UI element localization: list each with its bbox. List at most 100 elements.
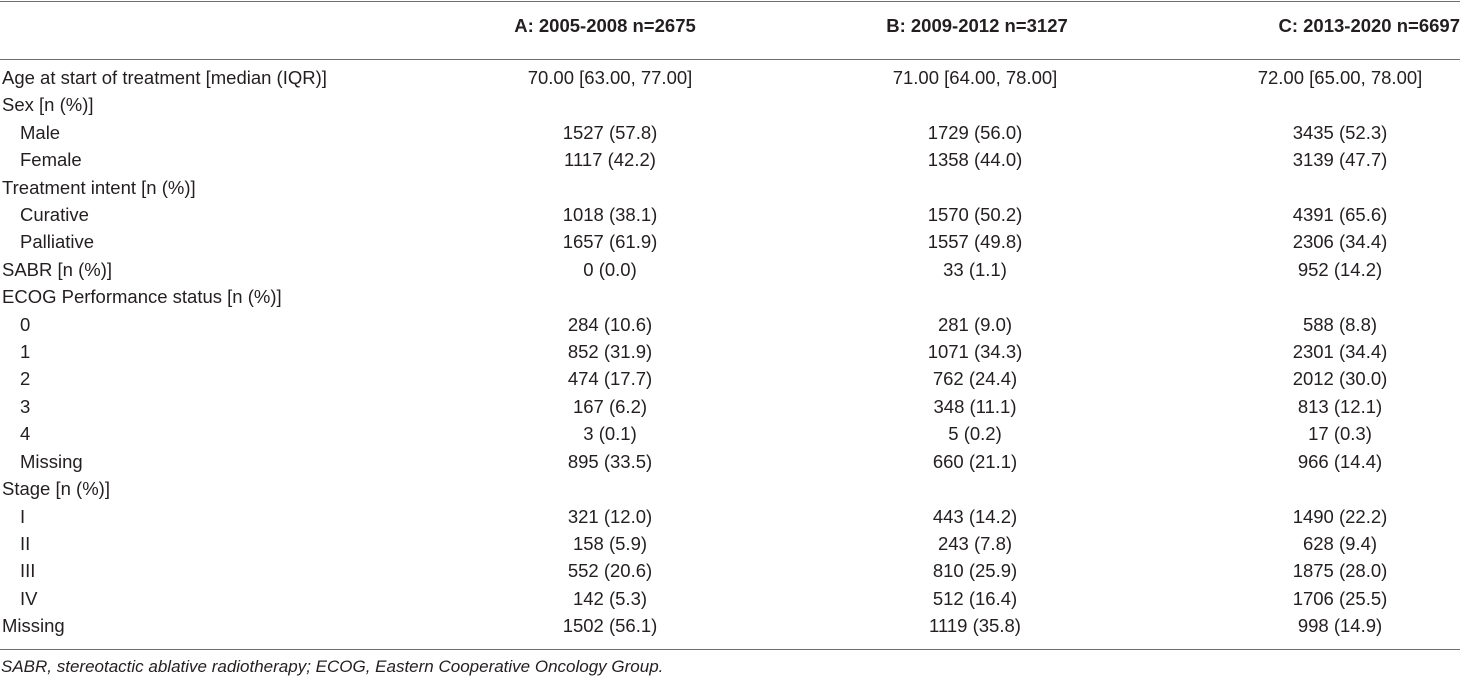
- row-label: Sex [n (%)]: [2, 94, 94, 116]
- cell-period-b: 762 (24.4): [932, 368, 1018, 390]
- cell-period-a: 1657 (61.9): [562, 231, 658, 253]
- cell-period-b: 243 (7.8): [937, 532, 1013, 554]
- row-label: Stage [n (%)]: [2, 478, 110, 500]
- table-header-row: A: 2005-2008 n=2675 B: 2009-2012 n=3127 …: [0, 15, 1460, 43]
- row-label: 4: [20, 423, 31, 445]
- cell-period-c: 813 (12.1): [1297, 395, 1383, 417]
- table-row: 4 3 (0.1) 5 (0.2) 17 (0.3): [0, 420, 1460, 447]
- cell-period-a: 852 (31.9): [567, 341, 653, 363]
- table-row: I 321 (12.0) 443 (14.2) 1490 (22.2): [0, 503, 1460, 530]
- cell-period-b: 1119 (35.8): [929, 615, 1021, 637]
- cell-period-a: 70.00 [63.00, 77.00]: [527, 67, 693, 88]
- cell-period-c: 588 (8.8): [1302, 313, 1378, 335]
- cell-period-a: 158 (5.9): [572, 532, 648, 554]
- row-label: 2: [20, 368, 31, 390]
- row-label: 1: [20, 341, 31, 363]
- row-label: Palliative: [20, 231, 95, 253]
- header-period-c: C: 2013-2020 n=6697: [1278, 15, 1460, 36]
- row-label: Female: [20, 149, 82, 171]
- cell-period-a: 1117 (42.2): [564, 149, 656, 171]
- table-row: IV 142 (5.3) 512 (16.4) 1706 (25.5): [0, 585, 1460, 612]
- cell-period-b: 660 (21.1): [932, 450, 1018, 472]
- table-row: Palliative 1657 (61.9) 1557 (49.8) 2306 …: [0, 228, 1460, 255]
- header-period-b: B: 2009-2012 n=3127: [886, 15, 1068, 36]
- table-row: Female 1117 (42.2) 1358 (44.0) 3139 (47.…: [0, 146, 1460, 173]
- cell-period-a: 552 (20.6): [567, 560, 653, 582]
- cell-period-b: 1729 (56.0): [927, 121, 1023, 143]
- cell-period-b: 512 (16.4): [932, 587, 1018, 609]
- table-row: Missing 1502 (56.1) 1119 (35.8) 998 (14.…: [0, 612, 1460, 639]
- cell-period-c: 1706 (25.5): [1292, 587, 1388, 609]
- table-row: 1 852 (31.9) 1071 (34.3) 2301 (34.4): [0, 338, 1460, 365]
- cell-period-b: 1570 (50.2): [927, 204, 1023, 226]
- cell-period-b: 5 (0.2): [948, 423, 1002, 445]
- cell-period-c: 17 (0.3): [1308, 423, 1372, 445]
- cell-period-b: 281 (9.0): [937, 313, 1013, 335]
- cell-period-a: 167 (6.2): [572, 395, 648, 417]
- cell-period-c: 2301 (34.4): [1292, 341, 1388, 363]
- cell-period-c: 1490 (22.2): [1292, 505, 1388, 527]
- cell-period-b: 443 (14.2): [932, 505, 1018, 527]
- table-row: Treatment intent [n (%)]: [0, 174, 1460, 201]
- cell-period-a: 1018 (38.1): [562, 204, 658, 226]
- table-row: II 158 (5.9) 243 (7.8) 628 (9.4): [0, 530, 1460, 557]
- cell-period-a: 1527 (57.8): [562, 121, 658, 143]
- table-row: Age at start of treatment [median (IQR)]…: [0, 64, 1460, 91]
- row-label: IV: [20, 587, 38, 609]
- cell-period-c: 3139 (47.7): [1292, 149, 1388, 171]
- cell-period-a: 474 (17.7): [567, 368, 653, 390]
- cell-period-c: 72.00 [65.00, 78.00]: [1257, 67, 1423, 88]
- table-row: III 552 (20.6) 810 (25.9) 1875 (28.0): [0, 557, 1460, 584]
- row-label: Male: [20, 121, 61, 143]
- table-row: 2 474 (17.7) 762 (24.4) 2012 (30.0): [0, 365, 1460, 392]
- table-footnote: SABR, stereotactic ablative radiotherapy…: [1, 657, 664, 676]
- cell-period-c: 952 (14.2): [1297, 258, 1383, 280]
- cell-period-c: 628 (9.4): [1302, 532, 1378, 554]
- row-label: III: [20, 560, 36, 582]
- cell-period-a: 3 (0.1): [583, 423, 637, 445]
- table-header-rule: [0, 59, 1460, 60]
- cell-period-b: 33 (1.1): [943, 258, 1007, 280]
- cell-period-c: 2306 (34.4): [1292, 231, 1388, 253]
- cell-period-b: 348 (11.1): [933, 395, 1017, 417]
- table-body: Age at start of treatment [median (IQR)]…: [0, 64, 1460, 640]
- table-row: 3 167 (6.2) 348 (11.1) 813 (12.1): [0, 393, 1460, 420]
- table-row: Missing 895 (33.5) 660 (21.1) 966 (14.4): [0, 448, 1460, 475]
- cell-period-c: 3435 (52.3): [1292, 121, 1388, 143]
- row-label: Age at start of treatment [median (IQR)]: [2, 67, 327, 88]
- cell-period-a: 1502 (56.1): [562, 615, 658, 637]
- cell-period-c: 1875 (28.0): [1292, 560, 1388, 582]
- cell-period-b: 1358 (44.0): [927, 149, 1023, 171]
- cell-period-a: 895 (33.5): [567, 450, 653, 472]
- row-label: SABR [n (%)]: [2, 258, 112, 280]
- table-row: 0 284 (10.6) 281 (9.0) 588 (8.8): [0, 311, 1460, 338]
- table-row: Stage [n (%)]: [0, 475, 1460, 502]
- cell-period-b: 1071 (34.3): [927, 341, 1023, 363]
- cell-period-b: 71.00 [64.00, 78.00]: [892, 67, 1058, 88]
- row-label: Missing: [2, 615, 65, 637]
- table-row: SABR [n (%)] 0 (0.0) 33 (1.1) 952 (14.2): [0, 256, 1460, 283]
- cell-period-a: 284 (10.6): [567, 313, 653, 335]
- table-row: ECOG Performance status [n (%)]: [0, 283, 1460, 310]
- cell-period-b: 1557 (49.8): [927, 231, 1023, 253]
- row-label: Missing: [20, 450, 83, 472]
- cell-period-b: 810 (25.9): [932, 560, 1018, 582]
- row-label: I: [20, 505, 26, 527]
- table-row: Male 1527 (57.8) 1729 (56.0) 3435 (52.3): [0, 119, 1460, 146]
- row-label: Treatment intent [n (%)]: [2, 176, 196, 198]
- row-label: Curative: [20, 204, 89, 226]
- table-row: Curative 1018 (38.1) 1570 (50.2) 4391 (6…: [0, 201, 1460, 228]
- row-label: ECOG Performance status [n (%)]: [2, 286, 282, 308]
- cell-period-c: 2012 (30.0): [1292, 368, 1388, 390]
- cell-period-c: 4391 (65.6): [1292, 204, 1388, 226]
- row-label: 0: [20, 313, 31, 335]
- table-top-rule: [0, 1, 1460, 2]
- header-period-a: A: 2005-2008 n=2675: [514, 15, 696, 36]
- cell-period-a: 321 (12.0): [567, 505, 653, 527]
- cell-period-c: 998 (14.9): [1297, 615, 1383, 637]
- row-label: II: [20, 532, 31, 554]
- cell-period-a: 0 (0.0): [583, 258, 637, 280]
- table-row: Sex [n (%)]: [0, 91, 1460, 118]
- cell-period-a: 142 (5.3): [572, 587, 648, 609]
- row-label: 3: [20, 395, 31, 417]
